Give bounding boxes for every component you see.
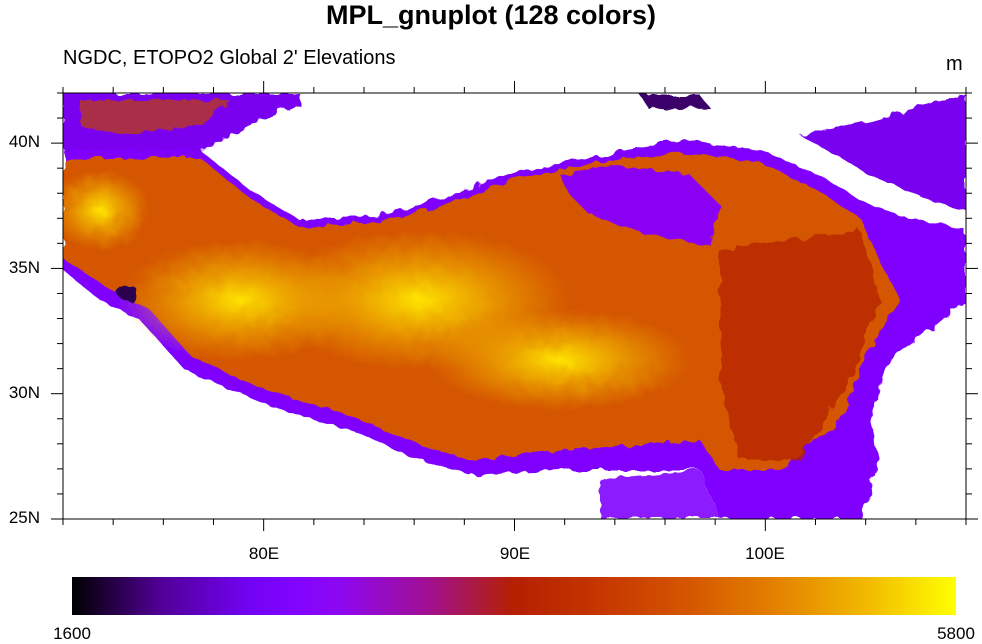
plateau-yellow-north — [63, 170, 150, 250]
lat-label-35n: 35N — [8, 258, 40, 277]
southern-foothills — [600, 470, 720, 519]
plot-subtitle: NGDC, ETOPO2 Global 2' Elevations — [63, 47, 396, 69]
axis-ticks — [51, 81, 978, 531]
colorbar — [72, 577, 956, 615]
pangong-lake — [118, 285, 138, 301]
qaidam-basin — [560, 165, 720, 245]
lat-label-40n: 40N — [8, 132, 40, 151]
tien-shan-ridge — [80, 100, 230, 135]
units-label: m — [946, 53, 963, 75]
eastern-plateau-red — [720, 230, 880, 460]
northeast-highlands — [800, 95, 966, 210]
colorbar-min-label: 1600 — [53, 624, 91, 643]
colorbar-max-label: 5800 — [937, 624, 975, 643]
lon-label-90e: 90E — [499, 544, 531, 563]
lat-label-25n: 25N — [8, 508, 40, 527]
northern-dark-basin — [640, 95, 710, 110]
lat-label-30n: 30N — [8, 383, 40, 402]
lon-label-80e: 80E — [248, 544, 280, 563]
plateau-yellow-south — [430, 310, 690, 410]
lon-label-100e: 100E — [745, 544, 785, 563]
plot-title: MPL_gnuplot (128 colors) — [325, 0, 657, 30]
